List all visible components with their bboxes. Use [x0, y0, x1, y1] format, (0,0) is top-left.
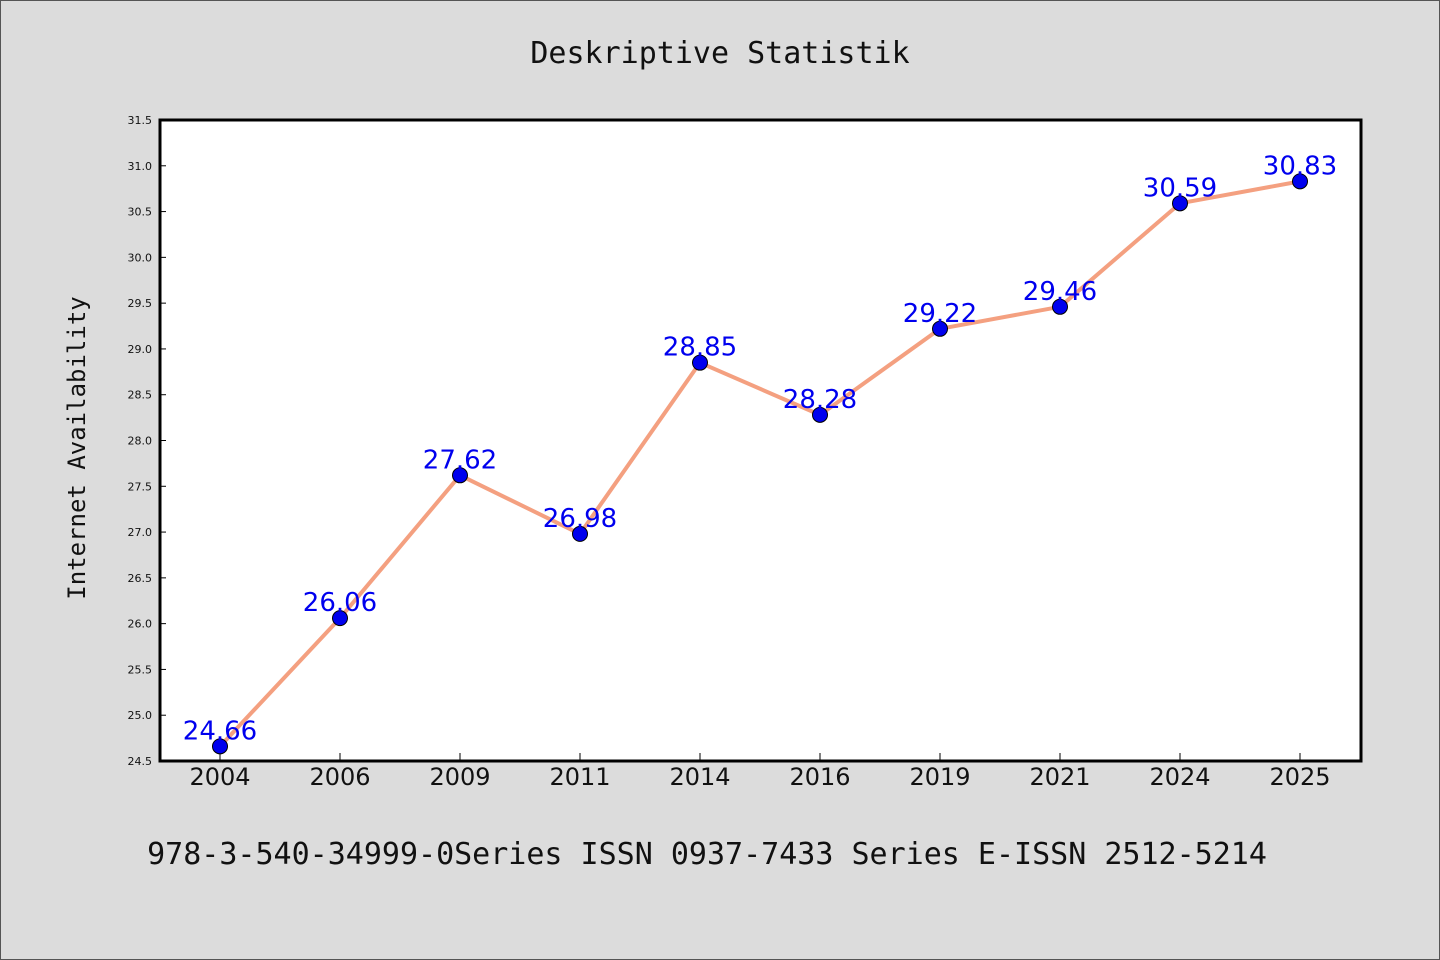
y-tick-label: 26.0	[128, 618, 153, 631]
series-layer: 24.66 26.06 27.62 26.98 28.85 28.28 29.22 29.46…	[183, 151, 1337, 755]
data-point	[572, 525, 588, 542]
y-axis: 24.5 25.0 25.5 26.0 26.5 27.0 27.5 28.0 28.5 29.0…	[128, 114, 166, 768]
x-tick-label: 2009	[429, 763, 490, 791]
y-axis-label: Internet Availability	[63, 296, 91, 599]
data-point	[212, 738, 228, 755]
x-tick-label: 2025	[1269, 763, 1330, 791]
y-tick-label: 29.5	[128, 297, 153, 310]
data-label: 28.85	[663, 333, 737, 363]
data-point	[1172, 195, 1188, 212]
x-tick-label: 2006	[309, 763, 370, 791]
y-tick-label: 30.5	[128, 206, 153, 219]
data-label: 24.66	[183, 716, 257, 746]
y-tick-label: 27.0	[128, 526, 153, 539]
x-tick-label: 2011	[549, 763, 610, 791]
data-point	[1052, 298, 1068, 315]
data-point	[332, 610, 348, 627]
x-tick-label: 2019	[909, 763, 970, 791]
data-point	[692, 354, 708, 371]
data-label: 30.83	[1263, 151, 1337, 181]
data-point	[812, 406, 828, 423]
y-tick-label: 30.0	[128, 251, 153, 264]
series-line	[218, 179, 1301, 748]
x-tick-label: 2024	[1149, 763, 1210, 791]
y-tick-label: 28.5	[128, 389, 153, 402]
y-tick-label: 28.0	[128, 435, 153, 448]
data-label: 26.98	[543, 504, 617, 534]
y-tick-label: 29.0	[128, 343, 153, 356]
y-tick-label: 31.5	[128, 114, 153, 127]
x-tick-label: 2016	[789, 763, 850, 791]
data-point	[1292, 173, 1308, 190]
x-tick-label: 2014	[669, 763, 730, 791]
y-tick-label: 27.5	[128, 480, 153, 493]
chart-title: Deskriptive Statistik	[530, 36, 909, 71]
y-tick-label: 25.0	[128, 709, 153, 722]
data-label: 26.06	[303, 588, 377, 618]
data-point	[932, 320, 948, 337]
y-tick-label: 26.5	[128, 572, 153, 585]
data-label: 27.62	[423, 445, 497, 475]
data-label: 30.59	[1143, 173, 1217, 203]
data-label: 28.28	[783, 385, 857, 415]
x-tick-label: 2004	[189, 763, 250, 791]
data-point	[452, 467, 468, 484]
y-tick-label: 25.5	[128, 663, 153, 676]
plot-area	[158, 118, 1363, 763]
x-tick-label: 2021	[1029, 763, 1090, 791]
y-tick-label: 24.5	[128, 755, 153, 768]
footer-text: 978-3-540-34999-0Series ISSN 0937-7433 S…	[147, 837, 1267, 872]
y-tick-label: 31.0	[128, 160, 153, 173]
x-axis: 2004 2006 2009 2011 2014 2016 2019 2021 2024 2025	[189, 753, 1331, 791]
data-label: 29.46	[1023, 277, 1097, 307]
data-label: 29.22	[903, 299, 977, 329]
